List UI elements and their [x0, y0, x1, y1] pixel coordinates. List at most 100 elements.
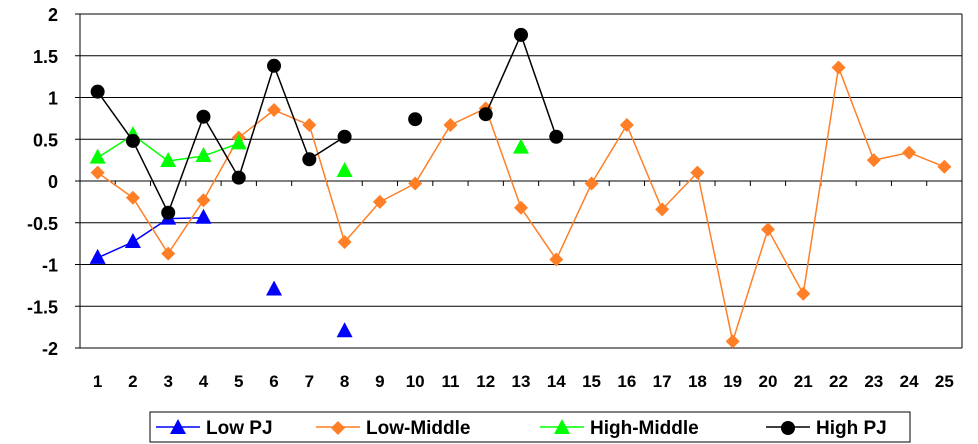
data-point — [796, 286, 811, 301]
data-point — [125, 133, 140, 148]
data-point — [336, 161, 353, 177]
series-high-pj — [90, 27, 564, 220]
x-tick-label: 11 — [441, 372, 459, 391]
series-low-middle — [90, 60, 952, 349]
series-line-segment — [344, 201, 381, 243]
data-point — [408, 176, 423, 191]
data-point — [267, 58, 282, 73]
data-point — [655, 202, 670, 217]
legend-marker — [170, 419, 186, 434]
series-line-segment — [168, 155, 204, 162]
y-tick-label: -1 — [42, 256, 58, 276]
data-point — [937, 159, 952, 174]
series-line-segment — [132, 197, 169, 255]
series-line-segment — [414, 124, 452, 184]
data-point — [443, 118, 458, 133]
data-point — [514, 27, 528, 42]
legend-label: High PJ — [816, 418, 887, 439]
series-line-segment — [802, 67, 840, 294]
legend-label: High-Middle — [590, 418, 699, 439]
data-point — [161, 246, 176, 261]
axes — [75, 13, 963, 349]
legend-marker — [781, 421, 795, 435]
data-point — [196, 109, 211, 124]
data-point — [161, 205, 176, 220]
series-line-segment — [731, 229, 769, 342]
y-tick-label: -1.5 — [27, 297, 58, 317]
series-line-segment — [873, 151, 910, 161]
data-point — [513, 138, 529, 154]
y-tick-label: -0.5 — [27, 214, 58, 234]
series-line-segment — [696, 172, 734, 342]
y-tick-label: -2 — [42, 339, 58, 359]
data-point — [514, 200, 528, 215]
data-point — [266, 280, 283, 296]
x-tick-label: 4 — [199, 372, 209, 391]
series-line-segment — [379, 182, 416, 203]
series-line-segment — [273, 65, 311, 160]
series-line-segment — [485, 34, 522, 115]
x-tick-label: 20 — [758, 372, 777, 391]
x-tick-label: 18 — [688, 372, 707, 391]
data-point — [760, 222, 775, 237]
series-line-segment — [167, 116, 205, 213]
x-tick-label: 25 — [935, 372, 954, 391]
x-tick-label: 19 — [723, 372, 742, 391]
y-tick-labels: 2 1.5 1 0.5 0 -0.5 -1 -1.5 -2 — [27, 5, 58, 359]
data-point — [230, 134, 247, 150]
x-tick-label: 14 — [547, 372, 566, 391]
x-tick-label: 21 — [794, 372, 813, 391]
data-point — [549, 129, 564, 144]
gridlines — [80, 13, 962, 349]
legend-label: Low-Middle — [366, 418, 470, 439]
series-line-segment — [520, 34, 557, 137]
data-point — [478, 107, 493, 122]
series-line-segment — [767, 229, 804, 295]
data-point — [584, 176, 599, 191]
series-line-segment — [97, 91, 134, 142]
data-point — [196, 193, 211, 208]
data-point — [337, 129, 352, 144]
series-line-segment — [590, 124, 628, 184]
data-point — [89, 248, 106, 264]
data-point — [124, 232, 141, 248]
x-tick-label: 15 — [582, 372, 601, 391]
data-point — [549, 252, 564, 267]
series-line-segment — [837, 67, 875, 161]
data-point — [160, 151, 177, 167]
series-line-segment — [485, 108, 522, 208]
x-tick-label: 7 — [305, 372, 314, 391]
x-tick-label: 22 — [829, 372, 848, 391]
data-point — [408, 112, 423, 127]
data-point — [866, 153, 881, 168]
legend: Low PJ Low-Middle High-Middle High PJ — [149, 411, 911, 443]
x-tick-label: 1 — [93, 372, 102, 391]
series-line-segment — [626, 124, 663, 210]
plot-series — [89, 27, 952, 349]
series-line-segment — [238, 65, 275, 178]
data-point — [302, 118, 317, 133]
x-tick-label: 23 — [864, 372, 883, 391]
data-point — [690, 165, 705, 180]
y-tick-label: 2 — [48, 5, 58, 25]
series-line-segment — [132, 140, 169, 214]
data-point — [302, 152, 317, 167]
legend-label: Low PJ — [206, 418, 273, 439]
series-line-segment — [308, 124, 346, 243]
y-tick-label: 0 — [48, 172, 58, 192]
data-point — [831, 60, 846, 75]
x-tick-label: 13 — [512, 372, 531, 391]
data-point — [195, 208, 212, 224]
data-point — [89, 148, 106, 164]
series-line-segment — [908, 151, 945, 168]
series-line-segment — [167, 199, 205, 255]
series-line-segment — [555, 183, 593, 260]
series-low-pj — [89, 208, 353, 338]
data-point — [231, 170, 246, 185]
y-tick-label: 0.5 — [33, 130, 58, 150]
series-line-segment — [661, 172, 698, 210]
data-point — [372, 194, 387, 209]
y-tick-label: 1 — [48, 89, 58, 109]
x-tick-label: 10 — [406, 372, 425, 391]
